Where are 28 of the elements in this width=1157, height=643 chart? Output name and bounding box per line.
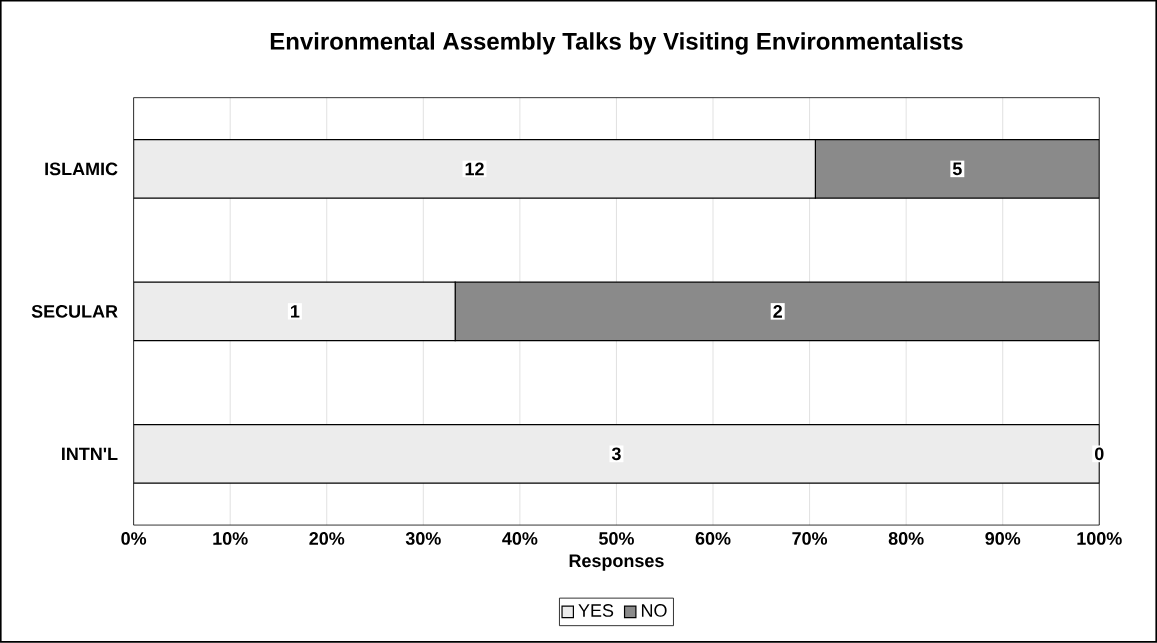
annotation: 2 [773,305,782,318]
x-tick-label: 0% [121,532,147,546]
x-tick-label: 10% [213,532,248,546]
x-tick-label: 20% [309,532,345,546]
legend-label: NO [641,604,667,617]
x-tick-label: 70% [792,532,828,546]
bar [814,139,1100,199]
y-tick-label: INTN'L [62,447,118,461]
bar [454,281,1100,342]
x-tick-label: 100% [1077,532,1122,546]
annotation: 5 [952,162,962,176]
y-tick-label: SECULAR [31,305,118,318]
x-tick-label: 30% [405,532,441,546]
annotation: 0 [1095,447,1104,461]
x-tick-label: 40% [502,532,538,546]
bar [133,139,816,199]
x-tick-label: 80% [888,532,924,546]
x-tick-label: 50% [599,532,634,546]
x-tick-label: 60% [695,532,731,546]
bar [133,281,456,342]
annotation: 1 [291,305,300,318]
legend-label: YES [578,604,614,617]
chart-title: Environmental Assembly Talks by Visiting Environmentalists [270,32,963,55]
annotation: 3 [611,447,621,461]
x-tick-label: 90% [985,532,1021,546]
annotation: 12 [465,162,484,176]
y-tick-label: ISLAMIC [45,162,118,176]
x-axis-title: Responses [569,554,664,571]
